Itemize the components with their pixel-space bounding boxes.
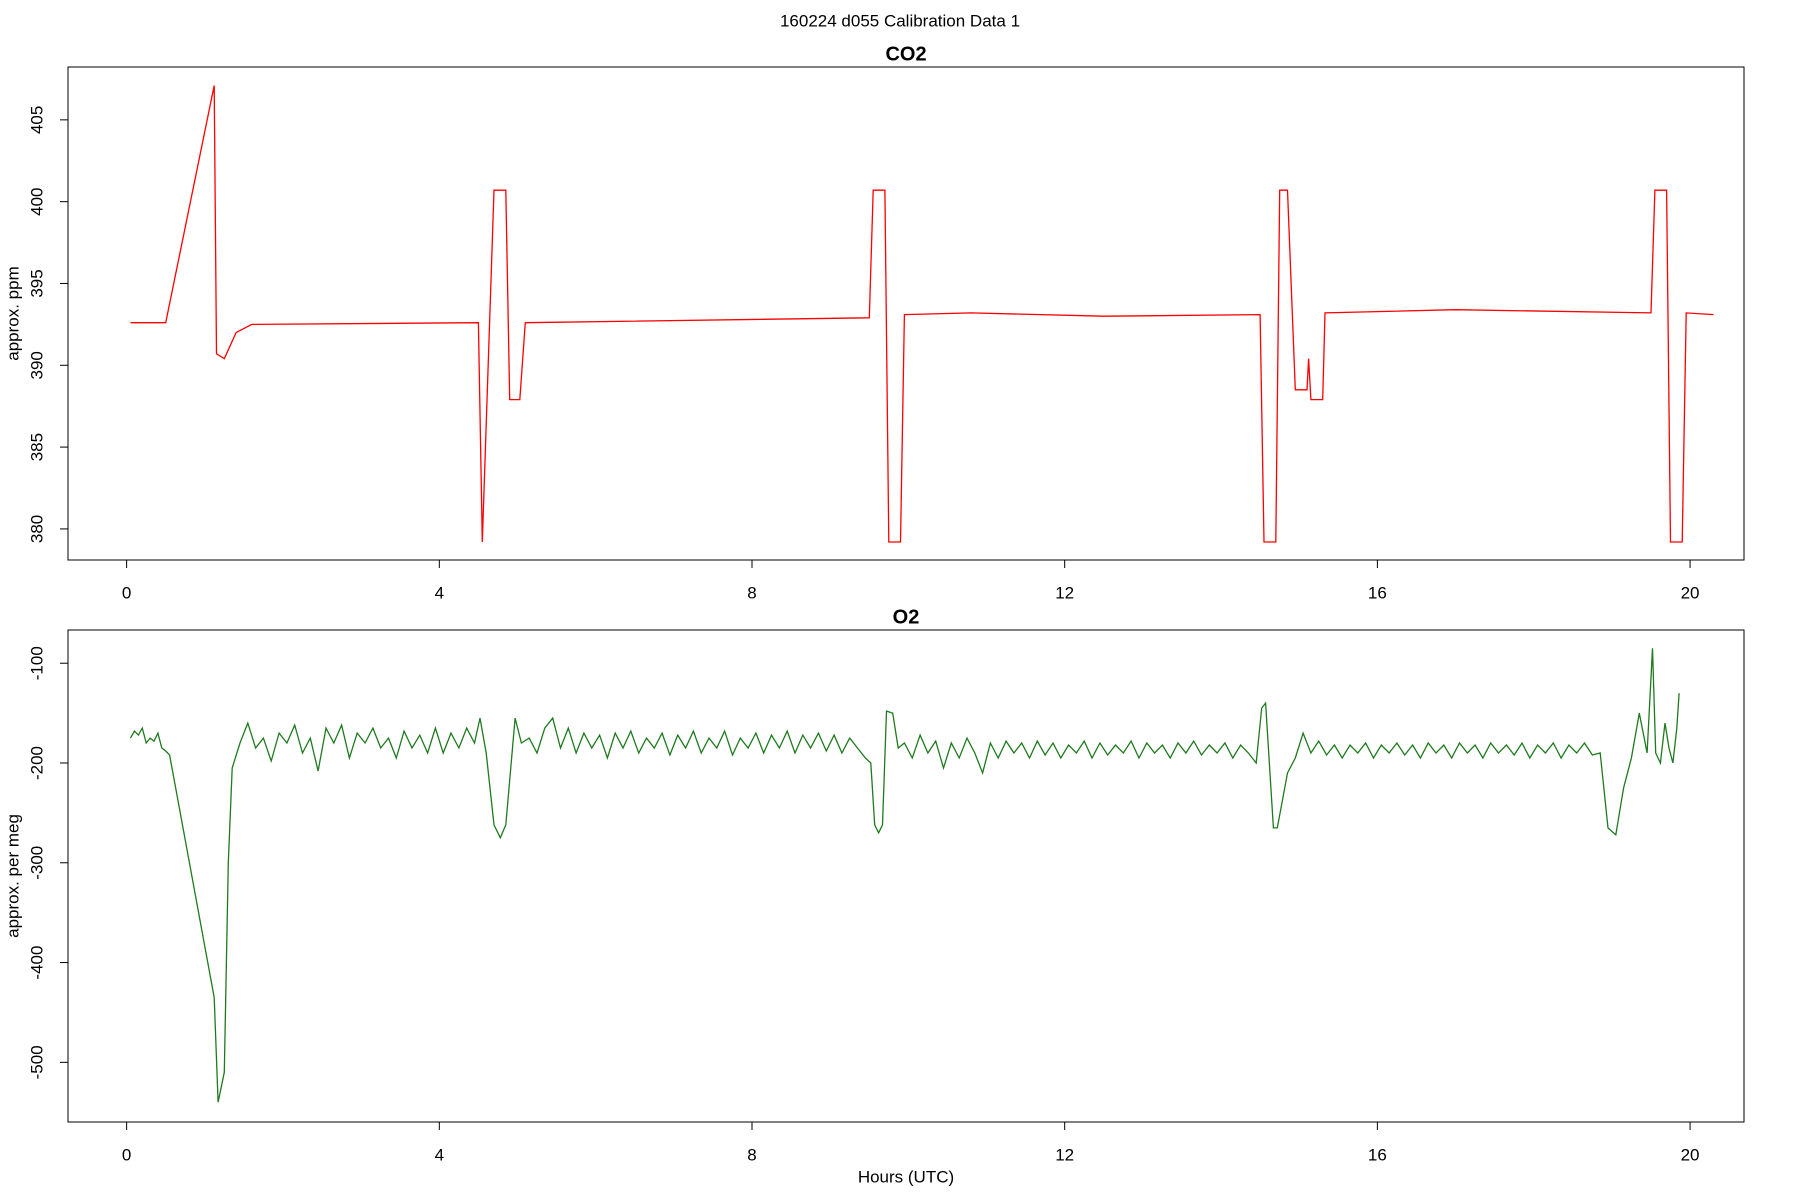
y-tick-label: 380: [27, 515, 46, 543]
x-tick-label: 12: [1055, 583, 1074, 602]
y-axis-label: approx. ppm: [3, 266, 22, 361]
data-line: [130, 85, 1714, 543]
x-tick-label: 4: [435, 583, 444, 602]
y-tick-label: 400: [27, 187, 46, 215]
data-line: [129, 648, 1680, 1103]
y-tick-label: 390: [27, 351, 46, 379]
x-tick-label: 8: [747, 583, 756, 602]
y-tick-label: -300: [27, 846, 46, 880]
chart-title: O2: [893, 606, 920, 628]
y-tick-label: -200: [27, 746, 46, 780]
x-tick-label: 12: [1055, 1145, 1074, 1164]
plot-box: [67, 66, 1745, 561]
x-tick-label: 16: [1368, 583, 1387, 602]
y-tick-label: -100: [27, 646, 46, 680]
x-tick-label: 0: [122, 1145, 131, 1164]
x-tick-label: 4: [435, 1145, 444, 1164]
y-tick-label: 395: [27, 269, 46, 297]
y-tick-label: -400: [27, 946, 46, 980]
x-tick-label: 8: [747, 1145, 756, 1164]
chart-title: CO2: [885, 43, 926, 65]
x-tick-label: 16: [1368, 1145, 1387, 1164]
y-tick-label: 385: [27, 433, 46, 461]
page-title: 160224 d055 Calibration Data 1: [780, 11, 1020, 30]
x-tick-label: 20: [1681, 583, 1700, 602]
plot-box: [67, 629, 1745, 1123]
x-axis-label: Hours (UTC): [858, 1167, 954, 1186]
x-tick-label: 0: [122, 583, 131, 602]
y-axis-label: approx. per meg: [3, 814, 22, 938]
x-tick-label: 20: [1681, 1145, 1700, 1164]
y-tick-label: 405: [27, 106, 46, 134]
y-tick-label: -500: [27, 1045, 46, 1079]
